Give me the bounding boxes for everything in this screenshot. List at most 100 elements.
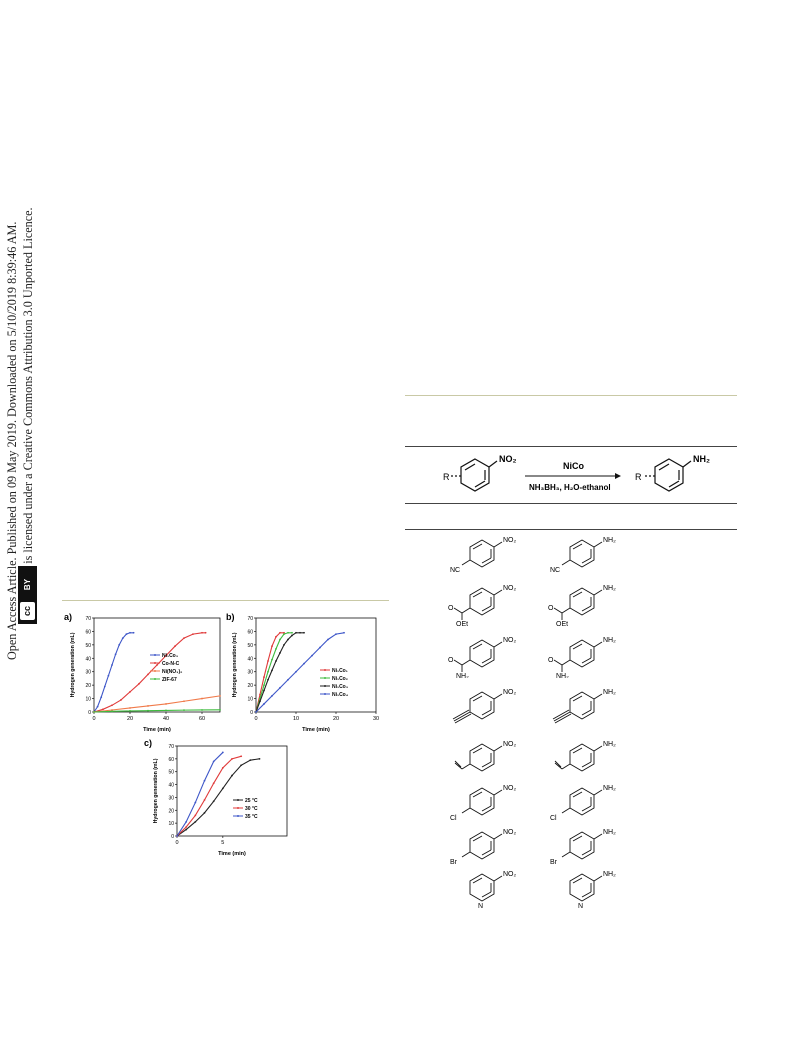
- ring-nitrogen: N: [578, 903, 583, 910]
- product-molecule: NH₂ O NH₂: [540, 632, 630, 683]
- legend-label: Ni₁Co₁: [332, 668, 348, 674]
- functional-group-label: NH₂: [603, 829, 616, 836]
- y-tick-label: 60: [85, 629, 91, 635]
- benzene-ring: [469, 587, 503, 616]
- data-point: [263, 703, 265, 705]
- reactant-molecule: NO₂ O OEt: [440, 580, 530, 631]
- functional-group-label: NH₂: [603, 637, 616, 644]
- data-point: [204, 631, 207, 634]
- y-tick-label: 50: [168, 770, 174, 776]
- data-point: [259, 693, 261, 696]
- data-point: [185, 820, 188, 823]
- product-molecule: NH₂ O OEt: [540, 580, 630, 631]
- data-point: [201, 709, 203, 711]
- cc-by-badge[interactable]: BY cc: [18, 566, 37, 624]
- data-point: [267, 660, 269, 662]
- scheme-svg: R NO₂ NiCo NH₃BH₃, H₂O-ethanol R NH₂: [443, 454, 710, 492]
- data-point: [255, 711, 257, 713]
- data-point: [185, 828, 188, 831]
- data-point: [183, 709, 185, 712]
- data-point: [263, 689, 265, 692]
- data-point: [194, 801, 197, 804]
- x-tick-label: 0: [175, 840, 178, 846]
- data-point: [203, 779, 206, 782]
- panel-label: b): [226, 612, 235, 622]
- series-line: [176, 752, 224, 837]
- panel-label: c): [144, 738, 152, 748]
- series-line: [93, 632, 134, 713]
- x-tick-label: 0: [254, 716, 257, 722]
- reactant-molecule: NO₂ N: [440, 866, 530, 917]
- data-point: [121, 637, 124, 640]
- data-point: [203, 799, 206, 801]
- data-point: [120, 699, 122, 701]
- data-point: [271, 645, 273, 648]
- carbonyl-oxygen: O: [448, 605, 454, 612]
- scheme-reactant-sub: R: [443, 472, 450, 482]
- y-tick-label: 70: [247, 616, 253, 622]
- data-point: [147, 709, 149, 712]
- benzene-ring: [469, 873, 503, 902]
- carbonyl-oxygen: O: [548, 657, 554, 664]
- data-point: [258, 757, 261, 760]
- benzene-ring: [569, 639, 603, 668]
- substituent-label: Br: [550, 859, 558, 866]
- y-tick-label: 0: [88, 710, 91, 716]
- functional-group-label: NH₂: [603, 585, 616, 592]
- data-point: [221, 766, 224, 769]
- data-point: [275, 647, 277, 650]
- data-point: [335, 633, 337, 636]
- data-point: [343, 631, 345, 634]
- functional-group-label: NO₂: [503, 585, 517, 592]
- data-point: [279, 652, 281, 654]
- data-point: [259, 700, 261, 703]
- y-tick-label: 70: [168, 744, 174, 750]
- data-point: [201, 697, 203, 700]
- benzene-ring: [569, 691, 603, 720]
- y-axis-label: Hydrogen generation (mL): [70, 632, 76, 697]
- functional-group-label: NO₂: [503, 829, 517, 836]
- data-point: [100, 696, 103, 699]
- data-point: [129, 710, 131, 712]
- series-line: [255, 632, 304, 713]
- data-point: [165, 709, 167, 712]
- y-tick-label: 60: [168, 757, 174, 763]
- data-point: [118, 643, 121, 646]
- carbonyl-oxygen: O: [548, 605, 554, 612]
- legend-label: Ni₁Co₃: [332, 684, 349, 690]
- substrate-table: NO₂ NC NH₂ NC NO₂ O OEt NH₂ O OEt NO₂ O NH₂ NH₂ O NH₂ NO…: [440, 532, 640, 912]
- data-point: [185, 826, 188, 828]
- data-point: [275, 635, 277, 638]
- functional-group-label: NO₂: [503, 741, 517, 748]
- benzene-ring: [469, 639, 503, 668]
- functional-group-label: NO₂: [503, 637, 517, 644]
- y-tick-label: 30: [247, 670, 253, 676]
- series-line: [255, 632, 292, 713]
- substituent-label: NC: [450, 567, 460, 574]
- y-tick-label: 20: [168, 808, 174, 814]
- x-tick-label: 20: [127, 716, 133, 722]
- scheme-product-group: NH₂: [693, 454, 710, 464]
- plot-frame: [176, 745, 288, 837]
- y-tick-label: 40: [247, 656, 253, 662]
- data-point: [221, 751, 224, 754]
- series-line: [255, 632, 345, 713]
- data-point: [287, 638, 289, 641]
- data-point: [263, 676, 265, 678]
- data-point: [183, 700, 185, 703]
- y-tick-label: 20: [247, 683, 253, 689]
- benzene-ring: [469, 691, 503, 720]
- legend-label: 25 °C: [245, 798, 258, 804]
- data-point: [303, 631, 305, 634]
- y-tick-label: 40: [85, 656, 91, 662]
- data-point: [165, 654, 167, 657]
- y-tick-label: 0: [250, 710, 253, 716]
- chart-b-svg: b) 0 10 20 30 40 50 60 70 0 10 20 30 Time (min) Hydrog…: [226, 612, 379, 733]
- data-point: [174, 645, 176, 648]
- legend-label: Ni₁Co₃: [162, 653, 179, 659]
- data-point: [283, 633, 285, 636]
- data-point: [176, 835, 178, 837]
- product-molecule: NH₂ Br: [540, 824, 630, 875]
- scheme-product-sub: R: [635, 472, 642, 482]
- benzene-ring: [469, 743, 503, 772]
